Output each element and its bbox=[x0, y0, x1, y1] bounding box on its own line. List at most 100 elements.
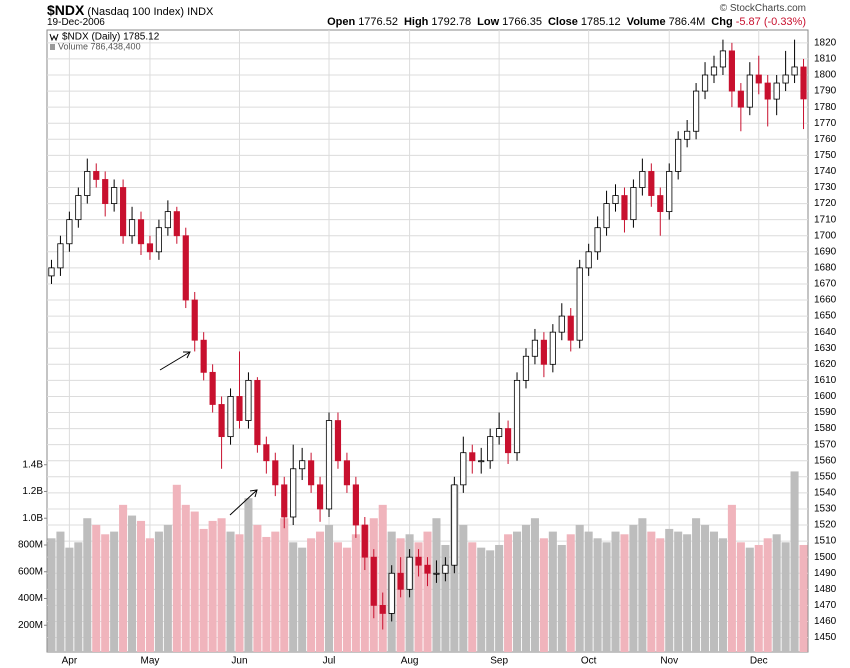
candle-body bbox=[675, 138, 682, 172]
y-tick-label: 1560 bbox=[814, 455, 837, 466]
volume-bar bbox=[468, 542, 477, 652]
arrow-head bbox=[249, 489, 258, 498]
candle-body bbox=[666, 171, 673, 213]
volume-bar bbox=[530, 518, 539, 652]
legend-icon bbox=[49, 33, 59, 42]
volume-bar bbox=[136, 520, 146, 652]
y-tick-label: 1640 bbox=[814, 327, 837, 338]
candle-body bbox=[728, 50, 735, 92]
candle-body bbox=[334, 420, 342, 462]
candle-body bbox=[585, 251, 592, 269]
volume-bar bbox=[351, 534, 360, 652]
candle-body bbox=[540, 339, 547, 365]
y-tick-label: 1800 bbox=[814, 70, 837, 81]
candle-body bbox=[111, 187, 118, 204]
volume-bar bbox=[342, 547, 351, 652]
y-tick-label: 1630 bbox=[814, 343, 837, 354]
copyright: © StockCharts.com bbox=[719, 3, 806, 14]
quote-label: Chg bbox=[711, 16, 733, 28]
candle-body bbox=[612, 195, 619, 204]
volume-bar bbox=[56, 531, 65, 652]
volume-bar bbox=[459, 524, 468, 652]
candle-body bbox=[424, 564, 431, 574]
candle-body bbox=[272, 460, 279, 486]
volume-bar bbox=[745, 547, 754, 652]
volume-bar bbox=[262, 536, 271, 652]
arrow bbox=[159, 351, 191, 371]
candle-body bbox=[737, 90, 744, 108]
quote-value: -5.87 (-0.33%) bbox=[735, 16, 806, 28]
volume-bar bbox=[432, 518, 441, 652]
candle-body bbox=[621, 195, 628, 221]
y-tick-label: 1680 bbox=[814, 263, 837, 274]
volume-bar bbox=[754, 544, 763, 652]
volume-bar bbox=[575, 524, 584, 652]
candle-body bbox=[746, 74, 753, 108]
candle-body bbox=[791, 66, 798, 76]
symbol: $NDX bbox=[47, 2, 85, 18]
candle-body bbox=[245, 379, 252, 421]
quote-label: Open bbox=[327, 16, 356, 28]
index-name: (Nasdaq 100 Index) bbox=[87, 6, 185, 18]
candle-body bbox=[102, 179, 109, 204]
candle-body bbox=[719, 50, 727, 68]
volume-bar bbox=[629, 524, 638, 652]
candle-body bbox=[639, 171, 646, 188]
y2-tick-label: 200M bbox=[18, 620, 43, 631]
candle-body bbox=[782, 74, 789, 84]
volume-bar bbox=[324, 524, 334, 652]
legend-icon bbox=[50, 44, 55, 50]
y-tick-label: 1520 bbox=[814, 520, 837, 531]
volume-bar bbox=[307, 538, 316, 652]
volume-bar bbox=[423, 531, 432, 652]
volume-bar bbox=[119, 504, 128, 652]
candle-body bbox=[594, 227, 601, 253]
candle-body bbox=[684, 130, 691, 140]
y-tick-label: 1780 bbox=[814, 102, 837, 113]
volume-bar bbox=[548, 531, 557, 652]
y-tick-label: 1550 bbox=[814, 471, 837, 482]
volume-bar bbox=[521, 524, 531, 652]
candle-body bbox=[487, 436, 494, 462]
volume-bar bbox=[414, 542, 423, 652]
volume-bar bbox=[477, 547, 486, 652]
y2-tick-label: 1.0B bbox=[22, 513, 43, 524]
candle-body bbox=[227, 396, 234, 438]
y-tick-label: 1740 bbox=[814, 166, 837, 177]
candle-body bbox=[531, 339, 539, 357]
y-tick-label: 1480 bbox=[814, 584, 837, 595]
y-tick-label: 1710 bbox=[814, 214, 837, 225]
candle-body bbox=[209, 371, 216, 405]
header-left: $NDX (Nasdaq 100 Index) INDX bbox=[47, 2, 213, 18]
volume-bar bbox=[539, 538, 548, 652]
candle-body bbox=[576, 267, 583, 341]
candle-body bbox=[478, 460, 485, 463]
candle-body bbox=[496, 428, 503, 438]
volume-bar bbox=[208, 520, 217, 652]
volume-bar bbox=[65, 547, 74, 652]
candle-body bbox=[433, 572, 440, 575]
volume-bar bbox=[110, 531, 119, 652]
candle-body bbox=[469, 452, 476, 462]
y-tick-label: 1670 bbox=[814, 279, 837, 290]
candle-body bbox=[343, 460, 351, 486]
x-tick-label: Jun bbox=[231, 656, 247, 667]
quote-label: Close bbox=[547, 16, 578, 28]
y-tick-label: 1490 bbox=[814, 568, 837, 579]
quote-value: 1776.52 bbox=[358, 16, 398, 28]
candle-body bbox=[504, 428, 512, 454]
volume-bar bbox=[226, 531, 235, 652]
candle-body bbox=[48, 267, 55, 277]
y-tick-label: 1700 bbox=[814, 230, 837, 241]
volume-bar bbox=[217, 518, 226, 652]
quote-label: Low bbox=[477, 16, 500, 28]
candle-body bbox=[120, 187, 127, 237]
volume-bar bbox=[253, 524, 262, 652]
y2-tick-label: 400M bbox=[18, 593, 43, 604]
y-tick-label: 1810 bbox=[814, 54, 837, 65]
candle-body bbox=[200, 339, 207, 373]
y-tick-label: 1450 bbox=[814, 632, 837, 643]
quote-value: 1785.12 bbox=[580, 16, 621, 28]
